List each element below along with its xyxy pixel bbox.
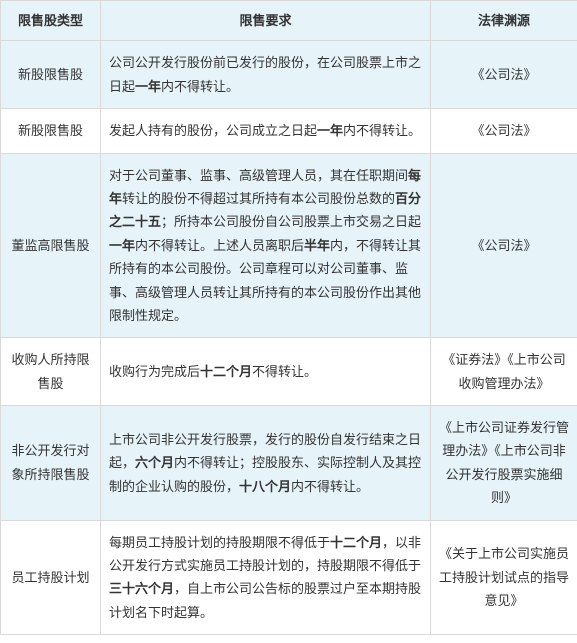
cell-requirement: 发起人持有的股份，公司成立之日起一年内不得转让。 xyxy=(101,109,431,153)
cell-requirement: 收购行为完成后十二个月不得转让。 xyxy=(101,338,431,406)
table-row: 员工持股计划每期员工持股计划的持股期限不得低于十二个月，以非公开发行方式实施员工… xyxy=(1,520,577,635)
cell-type: 员工持股计划 xyxy=(1,520,101,635)
bold-term: 一年 xyxy=(135,79,161,94)
cell-source: 《公司法》 xyxy=(431,153,577,338)
restricted-shares-table-wrap: 限售股类型 限售要求 法律渊源 新股限售股公司公开发行股份前已发行的股份，在公司… xyxy=(0,0,577,635)
table-body: 新股限售股公司公开发行股份前已发行的股份，在公司股票上市之日起一年内不得转让。《… xyxy=(1,41,577,635)
header-row: 限售股类型 限售要求 法律渊源 xyxy=(1,1,577,41)
bold-term: 百分之二十五 xyxy=(109,191,421,229)
cell-requirement: 对于公司董事、监事、高级管理人员，其在任职期间每年转让的股份不得超过其所持有本公… xyxy=(101,153,431,338)
table-row: 收购人所持限售股收购行为完成后十二个月不得转让。《证券法》《上市公司收购管理办法… xyxy=(1,338,577,406)
table-row: 非公开发行对象所持限售股上市公司非公开发行股票，发行的股份自发行结束之日起，六个… xyxy=(1,406,577,521)
cell-source: 《公司法》 xyxy=(431,109,577,153)
cell-requirement: 公司公开发行股份前已发行的股份，在公司股票上市之日起一年内不得转让。 xyxy=(101,41,431,109)
bold-term: 半年 xyxy=(304,238,330,253)
cell-source: 《公司法》 xyxy=(431,41,577,109)
cell-requirement: 每期员工持股计划的持股期限不得低于十二个月，以非公开发行方式实施员工持股计划的，… xyxy=(101,520,431,635)
col-header-type: 限售股类型 xyxy=(1,1,101,41)
bold-term: 每年 xyxy=(109,168,421,206)
table-row: 新股限售股发起人持有的股份，公司成立之日起一年内不得转让。《公司法》 xyxy=(1,109,577,153)
table-row: 董监高限售股对于公司董事、监事、高级管理人员，其在任职期间每年转让的股份不得超过… xyxy=(1,153,577,338)
table-row: 新股限售股公司公开发行股份前已发行的股份，在公司股票上市之日起一年内不得转让。《… xyxy=(1,41,577,109)
cell-source: 《上市公司证券发行管理办法》《上市公司非公开发行股票实施细则》 xyxy=(431,406,577,521)
cell-type: 收购人所持限售股 xyxy=(1,338,101,406)
bold-term: 十二个月 xyxy=(330,535,382,550)
col-header-req: 限售要求 xyxy=(101,1,431,41)
cell-type: 新股限售股 xyxy=(1,109,101,153)
cell-requirement: 上市公司非公开发行股票，发行的股份自发行结束之日起，六个月内不得转让；控股股东、… xyxy=(101,406,431,521)
bold-term: 一年 xyxy=(317,123,343,138)
cell-source: 《关于上市公司实施员工持股计划试点的指导意见》 xyxy=(431,520,577,635)
col-header-src: 法律渊源 xyxy=(431,1,577,41)
bold-term: 三十六个月 xyxy=(109,581,174,596)
table-head: 限售股类型 限售要求 法律渊源 xyxy=(1,1,577,41)
cell-type: 董监高限售股 xyxy=(1,153,101,338)
bold-term: 十二个月 xyxy=(200,364,252,379)
cell-type: 新股限售股 xyxy=(1,41,101,109)
restricted-shares-table: 限售股类型 限售要求 法律渊源 新股限售股公司公开发行股份前已发行的股份，在公司… xyxy=(0,0,577,635)
cell-type: 非公开发行对象所持限售股 xyxy=(1,406,101,521)
cell-source: 《证券法》《上市公司收购管理办法》 xyxy=(431,338,577,406)
bold-term: 十八个月 xyxy=(239,479,291,494)
bold-term: 一年 xyxy=(109,238,135,253)
bold-term: 六个月 xyxy=(135,455,174,470)
